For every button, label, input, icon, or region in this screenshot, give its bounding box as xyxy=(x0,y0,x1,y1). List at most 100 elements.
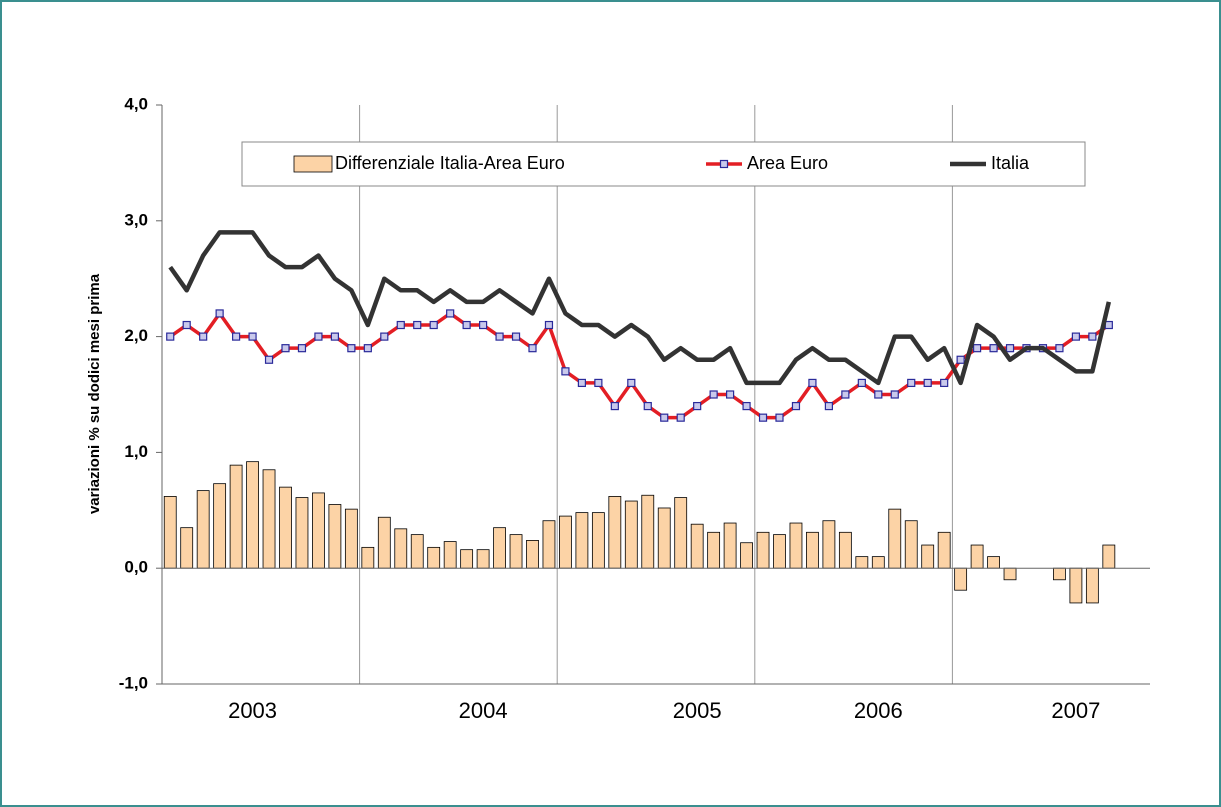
marker xyxy=(709,390,718,399)
bar xyxy=(213,483,227,569)
bar xyxy=(806,531,819,569)
marker xyxy=(281,344,290,353)
bar xyxy=(1053,567,1066,581)
bar xyxy=(1069,567,1083,604)
bar xyxy=(1102,544,1116,569)
y-tick-label: -1,0 xyxy=(119,673,148,692)
marker xyxy=(775,413,784,422)
bar xyxy=(559,515,572,569)
marker xyxy=(413,320,422,330)
marker xyxy=(264,355,274,364)
bar xyxy=(542,520,556,569)
marker xyxy=(166,332,175,341)
marker xyxy=(643,401,652,411)
marker xyxy=(232,332,241,341)
bar xyxy=(509,534,523,569)
marker xyxy=(594,378,603,388)
marker xyxy=(577,378,587,388)
bar xyxy=(262,469,276,569)
legend-box xyxy=(241,141,1086,187)
bar xyxy=(657,507,671,569)
marker xyxy=(248,332,257,341)
marker xyxy=(561,367,570,376)
marker xyxy=(495,332,504,341)
legend-marker xyxy=(719,159,729,169)
bar xyxy=(954,567,968,591)
bar xyxy=(674,497,688,569)
bar xyxy=(855,556,869,569)
marker xyxy=(215,309,224,318)
bar xyxy=(361,546,375,569)
marker xyxy=(544,320,554,330)
bar xyxy=(608,496,622,569)
marker xyxy=(462,320,471,330)
marker xyxy=(660,413,669,422)
bar xyxy=(756,531,770,569)
x-tick-label: 2004 xyxy=(459,698,508,723)
marker xyxy=(940,378,949,388)
marker xyxy=(676,413,685,422)
bar xyxy=(740,542,753,569)
marker xyxy=(528,344,537,353)
y-axis-label: variazioni % su dodici mesi prima xyxy=(86,273,103,514)
bar xyxy=(723,522,737,569)
marker xyxy=(396,320,405,330)
marker xyxy=(989,344,998,353)
bar xyxy=(460,549,474,569)
bar xyxy=(871,556,885,569)
bar xyxy=(328,504,342,569)
bar xyxy=(888,508,902,569)
legend-label: Area Euro xyxy=(747,153,828,173)
bar xyxy=(591,512,605,569)
marker xyxy=(956,355,965,364)
marker xyxy=(972,344,982,353)
marker xyxy=(874,390,883,399)
x-tick-label: 2006 xyxy=(854,698,903,723)
bar xyxy=(476,549,490,569)
marker xyxy=(314,332,323,341)
bar xyxy=(344,508,358,569)
bar xyxy=(624,500,638,569)
marker xyxy=(347,344,356,353)
bar xyxy=(937,531,951,569)
line xyxy=(169,311,1110,420)
bar xyxy=(1003,567,1017,581)
y-tick-label: 3,0 xyxy=(124,210,148,229)
bar xyxy=(904,520,918,569)
y-tick-label: 4,0 xyxy=(124,94,148,113)
bar xyxy=(970,544,984,569)
marker xyxy=(297,344,307,353)
marker xyxy=(511,332,521,341)
bar xyxy=(163,496,177,569)
marker xyxy=(1055,344,1064,353)
marker xyxy=(742,401,751,411)
y-tick-label: 1,0 xyxy=(124,442,148,461)
marker xyxy=(627,378,636,388)
legend-swatch xyxy=(293,155,333,173)
marker xyxy=(182,320,191,330)
bar xyxy=(427,546,441,569)
marker xyxy=(380,332,389,341)
x-tick-label: 2003 xyxy=(228,698,277,723)
marker xyxy=(808,378,817,388)
marker xyxy=(1088,332,1097,341)
marker xyxy=(479,320,488,330)
bar xyxy=(526,540,539,569)
x-tick-label: 2005 xyxy=(673,698,722,723)
bar xyxy=(987,556,1000,569)
marker xyxy=(330,332,339,341)
bar xyxy=(493,527,506,569)
x-tick-label: 2007 xyxy=(1051,698,1100,723)
marker xyxy=(610,401,619,411)
marker xyxy=(693,401,702,411)
bar xyxy=(443,541,457,569)
y-tick-label: 0,0 xyxy=(124,558,148,577)
line xyxy=(168,230,1112,386)
bar xyxy=(394,528,408,569)
bar xyxy=(410,534,424,569)
legend-label: Differenziale Italia-Area Euro xyxy=(335,153,565,173)
marker xyxy=(824,401,834,411)
marker xyxy=(199,332,208,341)
marker xyxy=(363,344,372,353)
